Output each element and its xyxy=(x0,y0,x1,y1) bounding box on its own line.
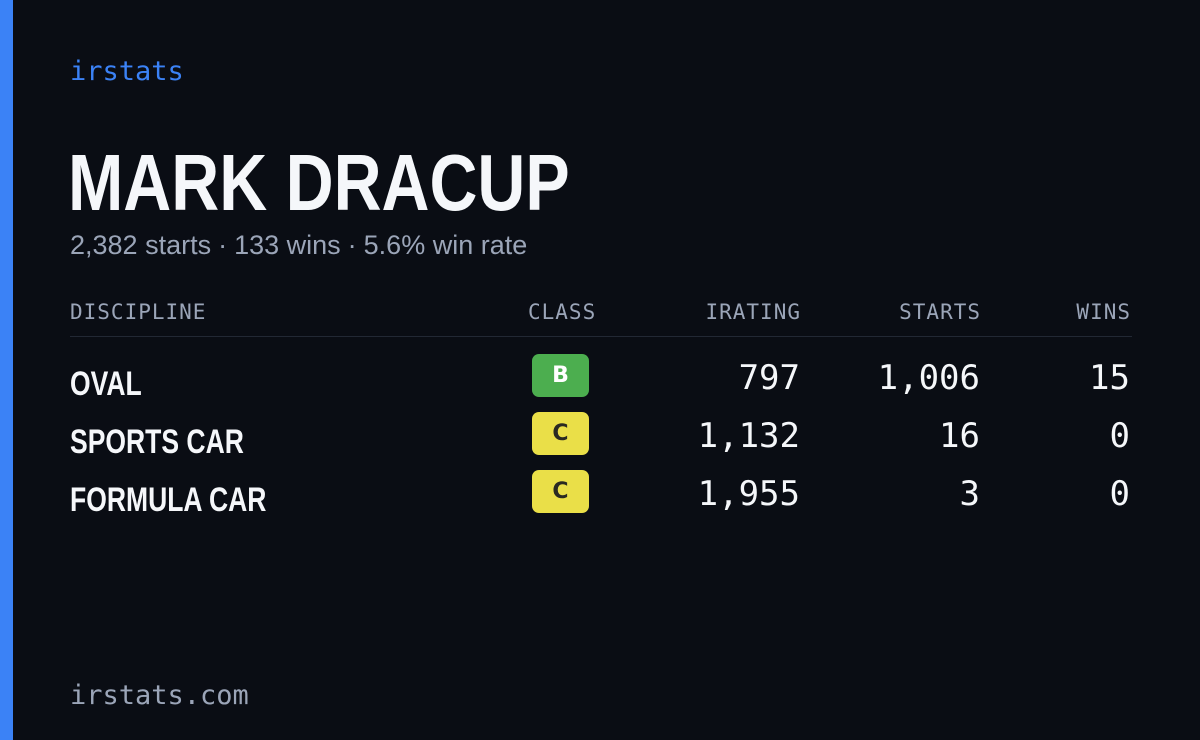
row-wins: 0 xyxy=(1109,416,1130,456)
summary-separator: · xyxy=(218,230,228,260)
row-starts: 3 xyxy=(959,474,980,514)
summary-win-rate: 5.6% win rate xyxy=(363,230,528,260)
row-irating: 1,955 xyxy=(697,474,800,514)
row-irating: 1,132 xyxy=(697,416,800,456)
table-row: FORMULA CAR C 1,955 3 0 xyxy=(70,470,1132,522)
driver-name: MARK DRACUP xyxy=(68,138,570,227)
summary-starts: 2,382 starts xyxy=(70,230,212,260)
summary-wins: 133 wins xyxy=(234,230,341,260)
class-badge: B xyxy=(532,354,589,397)
row-irating: 797 xyxy=(738,358,800,398)
table-row: OVAL B 797 1,006 15 xyxy=(70,354,1132,406)
header-starts: STARTS xyxy=(899,300,981,324)
table-row: SPORTS CAR C 1,132 16 0 xyxy=(70,412,1132,464)
class-badge: C xyxy=(532,412,589,455)
row-discipline: FORMULA CAR xyxy=(70,481,267,519)
row-wins: 0 xyxy=(1109,474,1130,514)
row-discipline: SPORTS CAR xyxy=(70,423,244,461)
driver-summary: 2,382 starts · 133 wins · 5.6% win rate xyxy=(70,228,527,262)
row-starts: 1,006 xyxy=(877,358,980,398)
accent-bar xyxy=(0,0,13,740)
header-discipline: DISCIPLINE xyxy=(70,300,207,324)
row-discipline: OVAL xyxy=(70,365,142,403)
row-starts: 16 xyxy=(939,416,980,456)
summary-separator: · xyxy=(347,230,357,260)
header-irating: IRATING xyxy=(705,300,801,324)
table-header: DISCIPLINE CLASS IRATING STARTS WINS xyxy=(70,298,1132,337)
brand-logo-text: irstats xyxy=(70,56,184,87)
class-badge: C xyxy=(532,470,589,513)
footer-url: irstats.com xyxy=(70,680,249,711)
row-wins: 15 xyxy=(1089,358,1130,398)
header-wins: WINS xyxy=(1076,300,1131,324)
header-class: CLASS xyxy=(528,300,597,324)
